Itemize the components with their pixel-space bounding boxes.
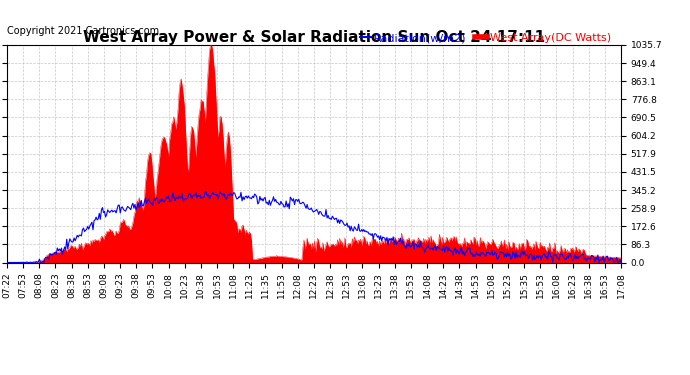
Title: West Array Power & Solar Radiation Sun Oct 24 17:11: West Array Power & Solar Radiation Sun O… xyxy=(83,30,545,45)
Legend: Radiation(w/m2), West Array(DC Watts): Radiation(w/m2), West Array(DC Watts) xyxy=(355,29,615,48)
Text: Copyright 2021 Cartronics.com: Copyright 2021 Cartronics.com xyxy=(7,26,159,36)
